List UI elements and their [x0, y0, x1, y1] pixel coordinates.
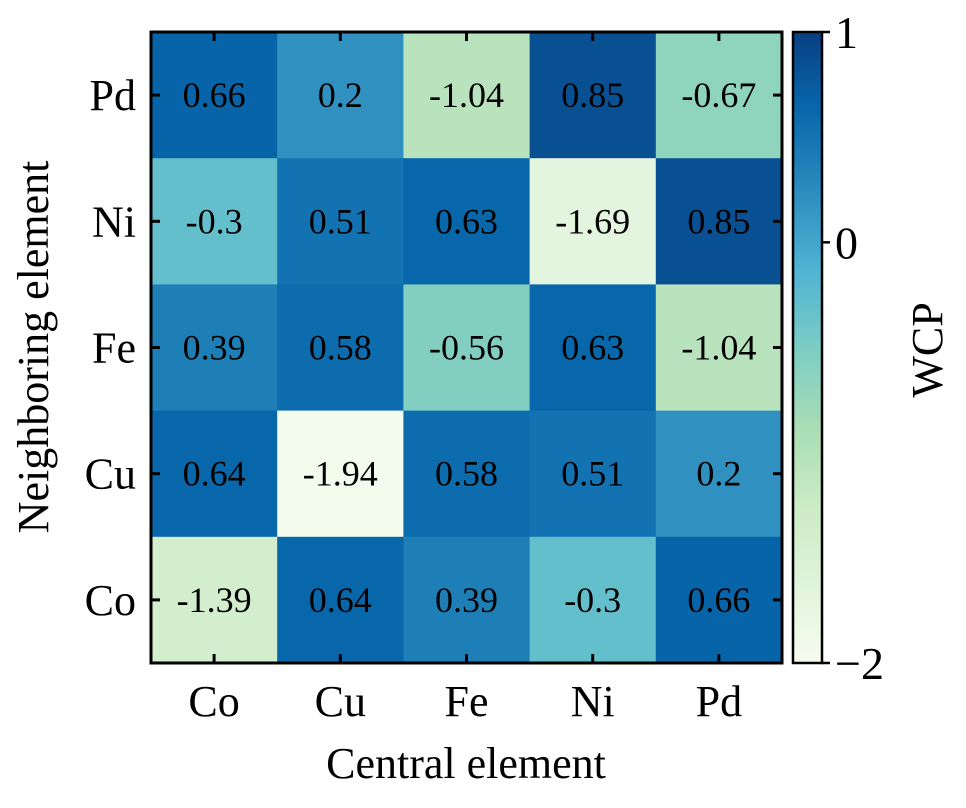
- heatmap-cell: [403, 536, 531, 664]
- cell-value-label: 0.64: [183, 454, 246, 494]
- axis-ticks: [151, 32, 782, 663]
- heatmap-cell: [277, 284, 404, 412]
- heatmap-cell: [529, 410, 657, 538]
- cell-value-label: 0.85: [687, 201, 750, 241]
- heatmap-cell: [529, 158, 657, 285]
- cell-value-label: -0.56: [429, 328, 504, 368]
- y-tick-label: Fe: [92, 324, 136, 373]
- cell-value-label: -1.69: [555, 201, 630, 241]
- x-tick-label: Cu: [315, 677, 366, 726]
- cell-value-label: 0.66: [687, 580, 750, 620]
- x-tick-label: Ni: [571, 677, 615, 726]
- heatmap-cell: [529, 32, 657, 159]
- colorbar: [791, 30, 824, 665]
- cell-value-label: 0.66: [183, 75, 246, 115]
- cell-value-label: 0.85: [561, 75, 624, 115]
- x-tick-label: Co: [188, 677, 239, 726]
- cell-value-label: 0.2: [318, 75, 363, 115]
- heatmap-cell: [151, 410, 278, 538]
- heatmap-cell: [655, 284, 783, 412]
- heatmap-cells: [151, 32, 783, 664]
- cell-value-label: -0.3: [564, 580, 621, 620]
- x-axis-label: Central element: [326, 739, 606, 788]
- cell-value-label: 0.51: [561, 454, 624, 494]
- cell-value-label: 0.58: [435, 454, 498, 494]
- cell-value-label: 0.39: [435, 580, 498, 620]
- heatmap-cell: [403, 410, 531, 538]
- cell-value-label: -1.94: [303, 454, 378, 494]
- y-tick-label: Co: [85, 576, 136, 625]
- y-axis-label: Neighboring element: [9, 161, 58, 534]
- heatmap-cell: [277, 158, 404, 285]
- x-tick-labels: Co Cu Fe Ni Pd: [188, 677, 742, 726]
- cell-value-label: 0.63: [435, 201, 498, 241]
- cell-value-label: -1.04: [429, 75, 504, 115]
- cell-value-label: 0.58: [309, 328, 372, 368]
- heatmap-cell: [151, 284, 278, 412]
- heatmap-cell: [655, 410, 783, 538]
- heatmap-cell: [277, 410, 404, 538]
- cell-value-label: 0.39: [183, 328, 246, 368]
- cell-value-label: 0.64: [309, 580, 372, 620]
- heatmap-cell: [277, 536, 404, 664]
- cell-value-label: -0.67: [681, 75, 756, 115]
- colorbar-tick-label: 0: [835, 217, 858, 268]
- heatmap-cell: [655, 32, 783, 159]
- heatmap-cell: [655, 536, 783, 664]
- heatmap-cell: [529, 284, 657, 412]
- heatmap-cell: [403, 32, 531, 159]
- cell-value-label: -0.3: [186, 201, 243, 241]
- y-tick-labels: Pd Ni Fe Cu Co: [85, 71, 136, 625]
- colorbar-label: WCP: [903, 302, 952, 397]
- heatmap-cell: [655, 158, 783, 285]
- heatmap-cell: [151, 158, 278, 285]
- x-tick-label: Pd: [696, 677, 742, 726]
- cell-value-label: 0.2: [696, 454, 741, 494]
- heatmap-cell: [151, 32, 278, 159]
- colorbar-ticks: 1 0 −2: [822, 7, 884, 689]
- colorbar-tick-label: 1: [835, 7, 858, 58]
- y-tick-label: Pd: [90, 71, 136, 120]
- colorbar-tick-label: −2: [835, 638, 884, 689]
- y-tick-label: Cu: [85, 450, 136, 499]
- heatmap-cell: [529, 536, 657, 664]
- cell-value-label: -1.39: [177, 580, 252, 620]
- heatmap-cell-labels: 0.66 0.2 -1.04 0.85 -0.67 -0.3 0.51 0.63 -1.69 0.…: [177, 75, 757, 620]
- heatmap-cell: [403, 284, 531, 412]
- heatmap-cell: [277, 32, 404, 159]
- y-tick-label: Ni: [92, 197, 136, 246]
- cell-value-label: 0.51: [309, 201, 372, 241]
- x-tick-label: Fe: [445, 677, 489, 726]
- cell-value-label: -1.04: [681, 328, 756, 368]
- heatmap-cell: [151, 536, 278, 664]
- cell-value-label: 0.63: [561, 328, 624, 368]
- heatmap-cell: [403, 158, 531, 285]
